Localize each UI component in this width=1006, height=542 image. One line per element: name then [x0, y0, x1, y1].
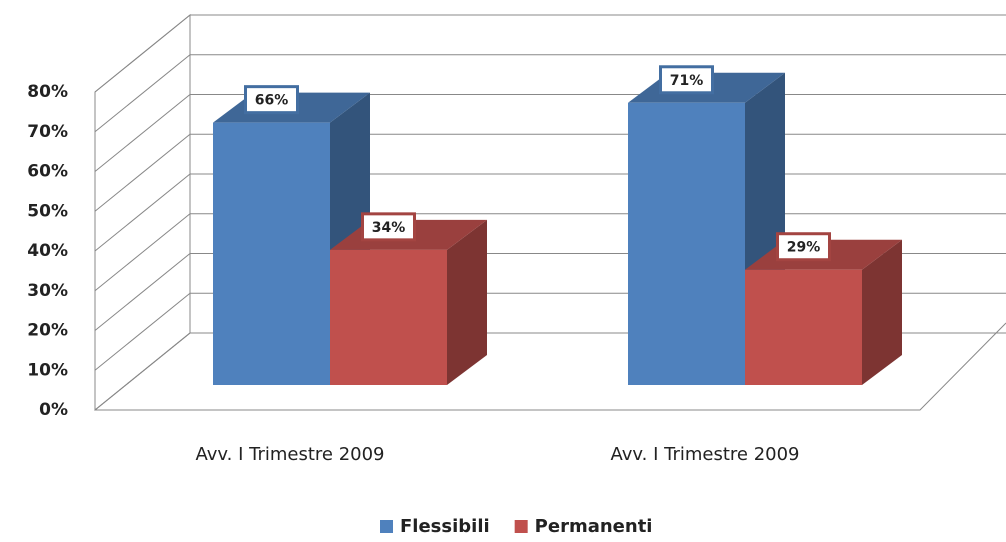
value-label: 34%	[372, 220, 406, 236]
bar	[330, 249, 447, 385]
value-label: 71%	[670, 73, 704, 89]
bar	[745, 269, 862, 385]
legend-label: Flessibili	[400, 516, 490, 537]
y-tick-label: 60%	[27, 162, 68, 182]
y-tick-label: 0%	[39, 400, 68, 420]
y-tick-label: 20%	[27, 321, 68, 341]
y-tick-label: 10%	[27, 360, 68, 380]
bar-side	[862, 239, 902, 385]
value-label-box	[659, 65, 714, 95]
x-tick-label: Avv. I Trimestre 2009	[610, 444, 799, 465]
value-label: 66%	[255, 93, 289, 109]
value-label-box	[244, 85, 299, 115]
grid-line	[94, 54, 1006, 133]
y-tick-label: 30%	[27, 281, 68, 301]
x-tick-label: Avv. I Trimestre 2009	[195, 444, 384, 465]
value-label-box	[361, 212, 416, 242]
legend-label: Permanenti	[535, 516, 653, 537]
value-label: 29%	[787, 240, 821, 256]
bar-side	[447, 219, 487, 385]
y-tick-label: 50%	[27, 201, 68, 221]
value-label-box	[776, 232, 831, 262]
legend-swatch	[514, 520, 528, 533]
y-tick-label: 70%	[27, 122, 68, 142]
y-tick-label: 40%	[27, 241, 68, 261]
bar	[213, 122, 330, 386]
grid-line	[94, 14, 1006, 93]
legend-swatch	[380, 520, 393, 533]
y-tick-label: 80%	[27, 82, 68, 102]
bar	[628, 102, 745, 386]
